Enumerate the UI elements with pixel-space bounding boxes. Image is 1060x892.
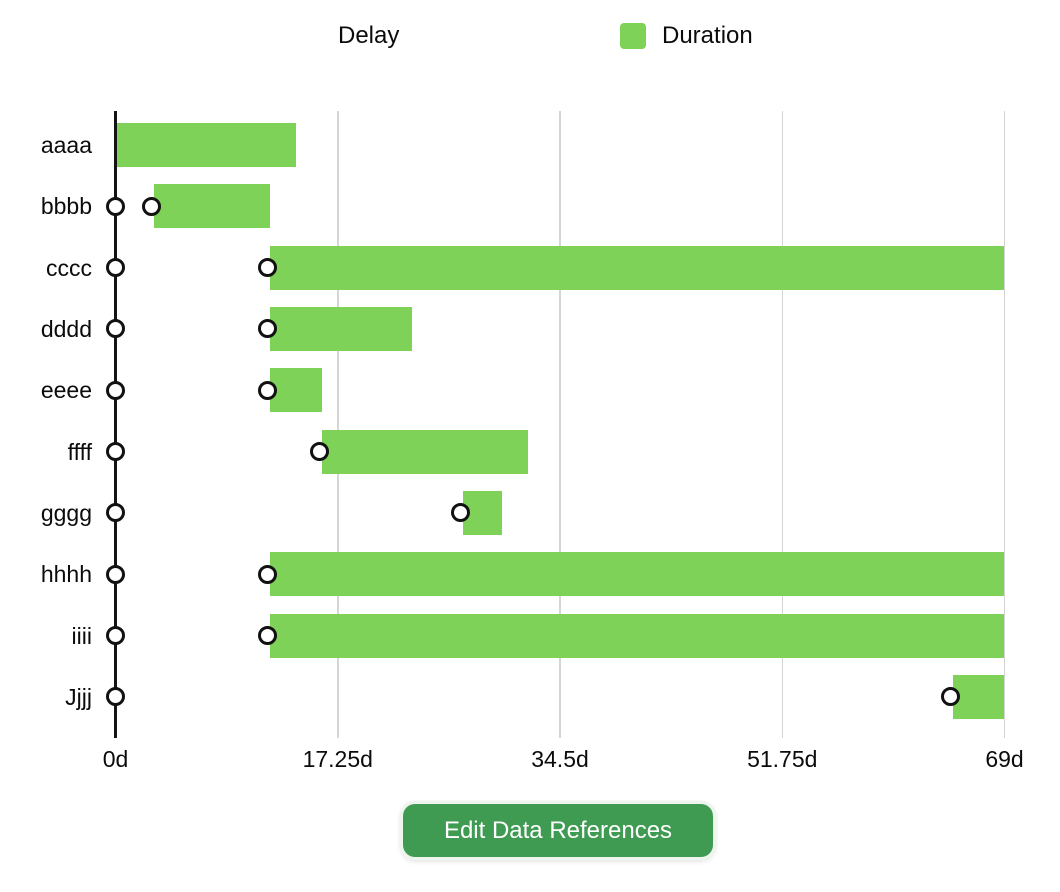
- legend-duration-swatch-icon: [620, 23, 646, 49]
- delay-marker-ffff[interactable]: [309, 442, 329, 462]
- duration-bar-aaaa[interactable]: [115, 123, 296, 167]
- y-axis-label-hhhh: hhhh: [40, 561, 92, 588]
- delay-marker-cccc[interactable]: [258, 258, 278, 278]
- duration-bar-ffff[interactable]: [321, 429, 528, 474]
- legend-delay-label: Delay: [338, 22, 400, 49]
- delay-marker-bbbb[interactable]: [142, 196, 162, 216]
- legend-duration-label: Duration: [662, 22, 753, 49]
- delay-marker-eeee[interactable]: [258, 380, 278, 400]
- y-axis-line: [114, 111, 117, 738]
- gridline-51.75d: [781, 111, 783, 738]
- delay-marker-zero-Jjjj[interactable]: [106, 687, 125, 707]
- delay-marker-zero-hhhh[interactable]: [106, 564, 125, 584]
- delay-marker-zero-gggg[interactable]: [106, 503, 125, 523]
- delay-marker-gggg[interactable]: [451, 503, 471, 523]
- delay-marker-zero-iiii[interactable]: [106, 626, 125, 646]
- delay-marker-Jjjj[interactable]: [940, 687, 960, 707]
- gridline-17.25d: [337, 111, 339, 738]
- duration-bar-bbbb[interactable]: [154, 184, 271, 229]
- delay-marker-zero-dddd[interactable]: [106, 319, 125, 339]
- delay-marker-hhhh[interactable]: [258, 564, 278, 584]
- delay-marker-dddd[interactable]: [258, 319, 278, 339]
- duration-bar-hhhh[interactable]: [270, 552, 1005, 597]
- y-axis-label-dddd: dddd: [40, 315, 92, 342]
- duration-bar-dddd[interactable]: [270, 306, 412, 351]
- edit-data-references-button[interactable]: Edit Data References: [403, 804, 713, 857]
- x-axis-tick-0d: 0d: [102, 746, 129, 772]
- y-axis-label-aaaa: aaaa: [40, 132, 92, 158]
- delay-marker-zero-ffff[interactable]: [106, 442, 125, 462]
- gridline-69d: [1003, 111, 1006, 738]
- y-axis-label-iiii: iiii: [71, 622, 92, 649]
- x-axis-tick-34.5d: 34.5d: [531, 746, 589, 772]
- delay-marker-iiii[interactable]: [258, 626, 278, 646]
- legend-item-duration[interactable]: Duration: [620, 22, 753, 50]
- y-axis-label-ffff: ffff: [67, 438, 92, 465]
- y-axis-label-bbbb: bbbb: [40, 193, 92, 220]
- gridline-34.5d: [559, 111, 561, 738]
- y-axis-label-eeee: eeee: [40, 377, 92, 404]
- duration-bar-Jjjj[interactable]: [952, 674, 1005, 719]
- y-axis-label-gggg: gggg: [40, 499, 92, 526]
- delay-marker-zero-cccc[interactable]: [106, 258, 125, 278]
- x-axis-tick-17.25d: 17.25d: [302, 746, 373, 772]
- y-axis-label-cccc: cccc: [46, 254, 92, 281]
- x-axis-tick-51.75d: 51.75d: [747, 746, 818, 772]
- duration-bar-iiii[interactable]: [270, 613, 1005, 658]
- duration-bar-eeee[interactable]: [270, 368, 322, 413]
- delay-marker-zero-bbbb[interactable]: [106, 196, 125, 216]
- x-axis-tick-69d: 69d: [985, 746, 1024, 772]
- duration-bar-cccc[interactable]: [270, 245, 1005, 290]
- delay-marker-zero-eeee[interactable]: [106, 380, 125, 400]
- y-axis-label-Jjjj: Jjjj: [65, 683, 92, 710]
- legend-item-delay[interactable]: Delay: [338, 22, 399, 50]
